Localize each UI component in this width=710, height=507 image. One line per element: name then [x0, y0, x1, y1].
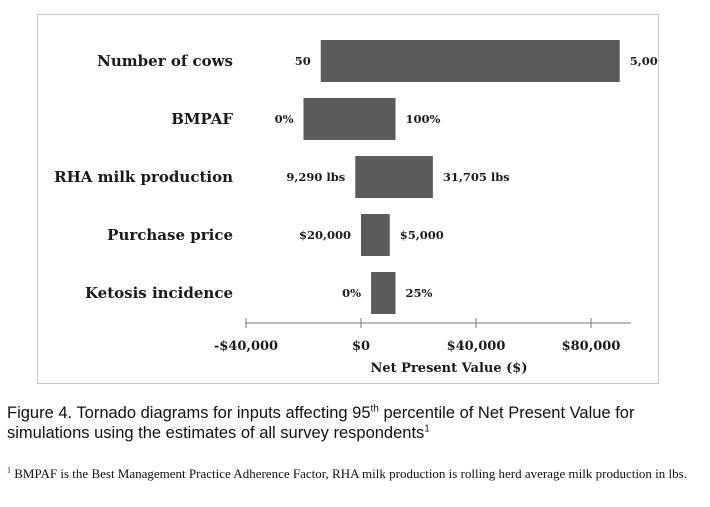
category-label-ketosis-incidence: Ketosis incidence [85, 284, 233, 302]
caption-footnote-ref: 1 [424, 423, 430, 435]
category-label-rha-milk-production: RHA milk production [54, 168, 233, 186]
bar-left-label-bmpaf: 0% [275, 112, 294, 126]
x-tick-label-2: $40,000 [447, 339, 506, 354]
bar-left-label-number-of-cows: 50 [295, 54, 311, 68]
bar-purchase-price [361, 214, 390, 256]
bar-ketosis-incidence [371, 272, 396, 314]
bar-left-label-rha-milk-production: 9,290 lbs [286, 170, 345, 184]
tornado-chart: Number of cows 50 5,000 BMPAF 0% 100% RHA milk… [54, 40, 658, 376]
x-tick-label-1: $0 [352, 339, 370, 354]
bar-right-label-bmpaf: 100% [406, 112, 441, 126]
bar-right-label-purchase-price: $5,000 [400, 228, 444, 242]
bar-number-of-cows [320, 40, 620, 82]
footnote: 1 BMPAF is the Best Management Practice … [7, 466, 707, 482]
x-tick-label-3: $80,000 [562, 339, 621, 354]
bar-rha-milk-production [355, 156, 433, 198]
caption-text: Figure 4. Tornado diagrams for inputs af… [7, 404, 371, 422]
footnote-marker: 1 [7, 465, 11, 475]
x-tick-label-0: -$40,000 [214, 339, 278, 354]
category-label-number-of-cows: Number of cows [97, 52, 233, 70]
bar-bmpaf [303, 98, 396, 140]
bar-left-label-purchase-price: $20,000 [299, 228, 351, 242]
bar-right-label-number-of-cows: 5,000 [630, 54, 658, 68]
category-label-bmpaf: BMPAF [171, 110, 233, 128]
footnote-text: BMPAF is the Best Management Practice Ad… [11, 466, 687, 481]
bar-right-label-ketosis-incidence: 25% [406, 286, 433, 300]
figure-caption: Figure 4. Tornado diagrams for inputs af… [7, 403, 697, 443]
caption-sup: th [370, 403, 379, 415]
category-label-purchase-price: Purchase price [107, 226, 233, 244]
chart-frame: Number of cows 50 5,000 BMPAF 0% 100% RHA milk… [37, 14, 659, 384]
bar-right-label-rha-milk-production: 31,705 lbs [443, 170, 510, 184]
caption-text-continued: percentile of Net Present Value for simu… [7, 404, 635, 442]
x-axis-title: Net Present Value ($) [370, 361, 527, 376]
bar-left-label-ketosis-incidence: 0% [342, 286, 361, 300]
